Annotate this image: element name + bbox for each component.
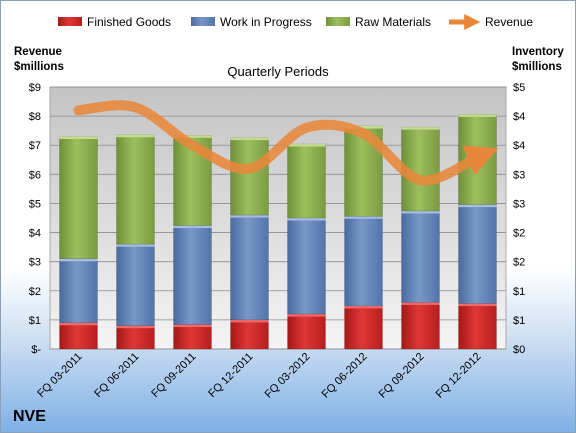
bar-segment-work-in-progress [344,216,383,307]
x-axis-ticks: FQ 03-2011 FQ 06-2011 FQ 09-2011 FQ 12-2011… [35,351,483,401]
right-tick-label: $0 [513,344,525,356]
left-axis-ticks: $- $1 $2 $3 $4 $5 $6 $7 $8 $9 [29,82,42,356]
legend-swatch-finished-goods [58,17,82,26]
x-tick-label: FQ 03-2011 [35,351,84,400]
bar-segment-raw-materials [116,134,155,245]
right-axis-title-line2: $millions [512,61,562,73]
left-tick-label: $- [31,344,41,356]
left-tick-label: $7 [29,140,41,152]
left-tick-label: $8 [29,111,41,123]
bar-segment-top-finished-goods [173,324,212,328]
right-tick-label: $4 [513,111,525,123]
x-tick-label: FQ 06-2012 [320,351,370,401]
left-tick-label: $3 [29,257,41,269]
bar-segment-finished-goods [344,305,383,350]
plot-title: Quarterly Periods [227,64,329,79]
bar-segment-work-in-progress [287,217,326,315]
x-tick-label: FQ 09-2012 [377,351,427,401]
bar-segment-top-raw-materials [287,144,326,147]
right-tick-label: $4 [513,140,525,152]
bar-segment-top-finished-goods [344,305,383,309]
bar-segment-top-raw-materials [230,137,269,141]
right-axis-title-line1: Inventory [512,46,564,58]
revenue-line-layer [73,100,499,186]
revenue-line [73,100,499,186]
bar-segment-finished-goods [458,303,497,350]
bar-segment-top-work-in-progress [458,204,497,208]
legend-label-finished-goods: Finished Goods [87,15,171,29]
bar-segment-finished-goods [401,302,440,350]
bar-segment-top-raw-materials [401,127,440,130]
bar-segment-top-work-in-progress [287,218,326,221]
bars-layer [59,114,497,350]
x-tick-label: FQ 03-2012 [263,351,313,401]
left-tick-label: $1 [29,315,41,327]
bar-segment-top-finished-goods [287,314,326,317]
left-tick-label: $5 [29,198,41,210]
bar-segment-raw-materials [59,136,98,260]
bar-segment-work-in-progress [458,204,497,304]
x-tick-label: FQ 06-2011 [92,351,141,400]
bar-segment-top-finished-goods [401,302,440,305]
bar-segment-top-raw-materials [458,114,497,117]
x-tick-label: FQ 12-2012 [434,351,484,401]
right-tick-label: $1 [513,315,525,327]
legend: Finished Goods Work in Progress Raw Mate… [58,13,533,31]
left-tick-label: $4 [29,228,41,240]
bar-segment-top-finished-goods [458,303,497,307]
left-tick-label: $9 [29,82,41,94]
right-tick-label: $3 [513,198,525,210]
right-tick-label: $1 [513,286,525,298]
legend-label-raw-materials: Raw Materials [355,15,431,29]
bar-segment-top-finished-goods [59,322,98,326]
legend-swatch-raw-materials [326,17,350,26]
bar-segment-finished-goods [230,319,269,350]
bar-segment-top-raw-materials [173,135,212,138]
company-name: NVE [13,408,46,425]
right-tick-label: $5 [513,82,525,94]
bar-segment-top-work-in-progress [401,211,440,214]
left-axis-title-line2: $millions [14,61,64,73]
bar-segment-top-raw-materials [59,136,98,139]
legend-label-work-in-progress: Work in Progress [220,15,312,29]
bar-segment-finished-goods [287,313,326,350]
bar-segment-finished-goods [59,322,98,350]
bar-segment-work-in-progress [401,210,440,303]
right-axis-ticks: $0 $1 $1 $2 $2 $3 $3 $4 $4 $5 [513,82,525,356]
bar-segment-work-in-progress [59,258,98,324]
bar-segment-raw-materials [287,143,326,219]
bar-segment-work-in-progress [116,243,155,326]
bar-segment-work-in-progress [173,225,212,325]
bar-segment-raw-materials [230,137,269,216]
right-tick-label: $2 [513,228,525,240]
x-tick-label: FQ 09-2011 [149,351,198,400]
left-tick-label: $2 [29,286,41,298]
bar-segment-work-in-progress [230,214,269,321]
bar-segment-top-raw-materials [344,126,383,129]
right-tick-label: $3 [513,169,525,181]
bar-segment-top-work-in-progress [344,216,383,219]
right-tick-label: $2 [513,257,525,269]
bar-segment-finished-goods [173,324,212,350]
bar-segment-top-work-in-progress [116,244,155,247]
bar-segment-top-work-in-progress [230,215,269,218]
left-axis-title-line1: Revenue [14,46,62,58]
bar-segment-top-work-in-progress [173,225,212,229]
bar-segment-top-raw-materials [116,134,155,138]
x-tick-label: FQ 12-2011 [206,351,255,400]
bar-segment-top-finished-goods [116,325,155,329]
bar-segment-top-finished-goods [230,319,269,323]
legend-label-revenue: Revenue [485,15,533,29]
left-tick-label: $6 [29,169,41,181]
bar-segment-top-work-in-progress [59,258,98,262]
bar-segment-finished-goods [116,325,155,350]
legend-swatch-work-in-progress [191,17,215,26]
